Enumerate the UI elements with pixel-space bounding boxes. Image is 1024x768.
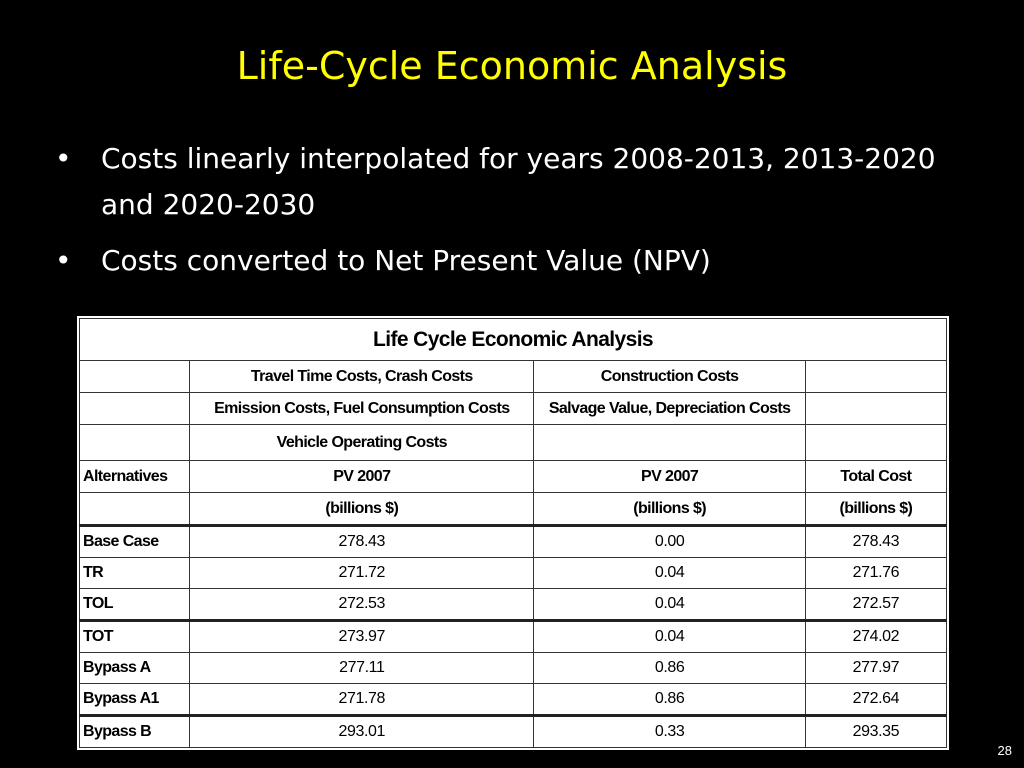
pv-agency-header: PV 2007: [533, 460, 806, 494]
agency-costs-header-line2: Salvage Value, Depreciation Costs: [533, 392, 806, 426]
agency-pv-value: 0.04: [533, 588, 806, 623]
agency-costs-header-line1: Construction Costs: [533, 360, 806, 394]
slide-title: Life-Cycle Economic Analysis: [236, 44, 788, 88]
bullet-list: • Costs linearly interpolated for years …: [55, 136, 955, 294]
alternative-name: TOL: [78, 588, 191, 623]
total-cost-value: 278.43: [804, 525, 948, 559]
unit-user-header: (billions $): [189, 492, 535, 528]
unit-agency-header: (billions $): [533, 492, 806, 528]
bullet-item: • Costs converted to Net Present Value (…: [55, 238, 955, 284]
total-cost-header: Total Cost: [804, 460, 948, 494]
unit-total-header: (billions $): [804, 492, 948, 528]
pv-user-header: PV 2007: [189, 460, 535, 494]
empty-cell: [804, 360, 948, 394]
agency-pv-value: 0.04: [533, 620, 806, 654]
alternative-name: Bypass B: [78, 715, 191, 748]
bullet-text: Costs converted to Net Present Value (NP…: [101, 244, 711, 277]
table-row: TR 271.72 0.04 271.76: [78, 557, 948, 590]
empty-cell: [804, 424, 948, 462]
alternative-name: TOT: [78, 620, 191, 654]
total-cost-value: 277.97: [804, 652, 948, 685]
bullet-dot-icon: •: [55, 244, 72, 277]
user-pv-value: 271.78: [189, 683, 535, 718]
user-pv-value: 272.53: [189, 588, 535, 623]
total-cost-value: 272.64: [804, 683, 948, 718]
alternative-name: Base Case: [78, 525, 191, 559]
total-cost-value: 274.02: [804, 620, 948, 654]
user-pv-value: 278.43: [189, 525, 535, 559]
economic-analysis-table: Life Cycle Economic Analysis Travel Time…: [78, 317, 948, 748]
bullet-dot-icon: •: [55, 142, 72, 175]
agency-pv-value: 0.04: [533, 557, 806, 590]
table-header-row: Vehicle Operating Costs: [78, 424, 948, 462]
alternative-name: Bypass A: [78, 652, 191, 685]
empty-cell: [533, 424, 806, 462]
table-row: Bypass B 293.01 0.33 293.35: [78, 715, 948, 748]
user-pv-value: 271.72: [189, 557, 535, 590]
alternatives-header: Alternatives: [78, 460, 191, 494]
bullet-text: Costs linearly interpolated for years 20…: [101, 142, 936, 221]
alternative-name: Bypass A1: [78, 683, 191, 718]
user-costs-header-line1: Travel Time Costs, Crash Costs: [189, 360, 535, 394]
user-pv-value: 277.11: [189, 652, 535, 685]
alternative-name: TR: [78, 557, 191, 590]
agency-pv-value: 0.33: [533, 715, 806, 748]
page-number: 28: [997, 743, 1012, 758]
table-row: Bypass A1 271.78 0.86 272.64: [78, 683, 948, 718]
user-pv-value: 293.01: [189, 715, 535, 748]
table-row: Base Case 278.43 0.00 278.43: [78, 525, 948, 559]
agency-pv-value: 0.86: [533, 683, 806, 718]
empty-cell: [804, 392, 948, 426]
table-row: TOL 272.53 0.04 272.57: [78, 588, 948, 623]
table-row: TOT 273.97 0.04 274.02: [78, 620, 948, 654]
empty-cell: [78, 360, 191, 394]
table-header-row: Emission Costs, Fuel Consumption Costs S…: [78, 392, 948, 426]
table-header-row: Travel Time Costs, Crash Costs Construct…: [78, 360, 948, 394]
bullet-item: • Costs linearly interpolated for years …: [55, 136, 955, 228]
table-row: Bypass A 277.11 0.86 277.97: [78, 652, 948, 685]
economic-analysis-table-image: Life Cycle Economic Analysis Travel Time…: [77, 316, 949, 750]
table-header-row: Alternatives PV 2007 PV 2007 Total Cost: [78, 460, 948, 494]
total-cost-value: 293.35: [804, 715, 948, 748]
table-title-row: Life Cycle Economic Analysis: [79, 317, 947, 362]
total-cost-value: 271.76: [804, 557, 948, 590]
agency-pv-value: 0.00: [533, 525, 806, 559]
user-costs-header-line3: Vehicle Operating Costs: [189, 424, 535, 462]
agency-pv-value: 0.86: [533, 652, 806, 685]
user-costs-header-line2: Emission Costs, Fuel Consumption Costs: [189, 392, 535, 426]
empty-cell: [78, 392, 191, 426]
empty-cell: [78, 492, 191, 528]
empty-cell: [78, 424, 191, 462]
table-title: Life Cycle Economic Analysis: [79, 317, 947, 362]
user-pv-value: 273.97: [189, 620, 535, 654]
table-header-row: (billions $) (billions $) (billions $): [78, 492, 948, 528]
total-cost-value: 272.57: [804, 588, 948, 623]
